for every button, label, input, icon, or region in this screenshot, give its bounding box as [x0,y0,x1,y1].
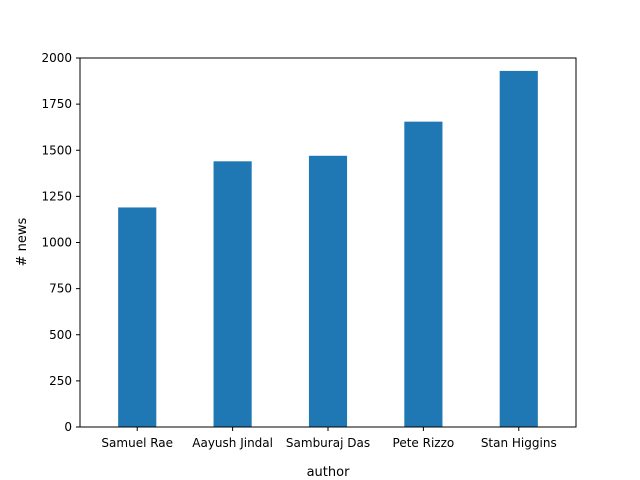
y-tick-label-7: 1750 [41,97,72,111]
bar-2 [308,155,348,428]
y-tick-label-3: 750 [49,282,72,296]
x-axis: Samuel Rae Aayush Jindal Samburaj Das Pete … [101,427,557,450]
y-tick-label-5: 1250 [41,189,72,203]
x-axis-label: author [307,465,350,480]
bar-3 [404,121,443,428]
y-tick-label-0: 0 [64,420,72,434]
bar-4 [499,70,538,428]
y-tick-label-4: 1000 [41,236,72,250]
y-tick-label-2: 500 [49,328,72,342]
y-tick-label-6: 1500 [41,143,72,157]
y-axis-label: # news [15,217,30,266]
x-tick-label-3: Pete Rizzo [393,436,455,450]
x-tick-label-0: Samuel Rae [101,436,173,450]
x-tick-label-1: Aayush Jindal [192,436,273,450]
y-tick-label-1: 250 [49,374,72,388]
x-tick-label-4: Stan Higgins [481,436,557,450]
bar-0 [118,207,157,427]
x-tick-label-2: Samburaj Das [286,436,370,450]
bars [118,70,538,428]
y-tick-label-8: 2000 [41,51,72,65]
bar-1 [213,161,252,427]
y-axis: 0 250 500 750 1000 1250 1500 1750 2000 [41,51,80,434]
